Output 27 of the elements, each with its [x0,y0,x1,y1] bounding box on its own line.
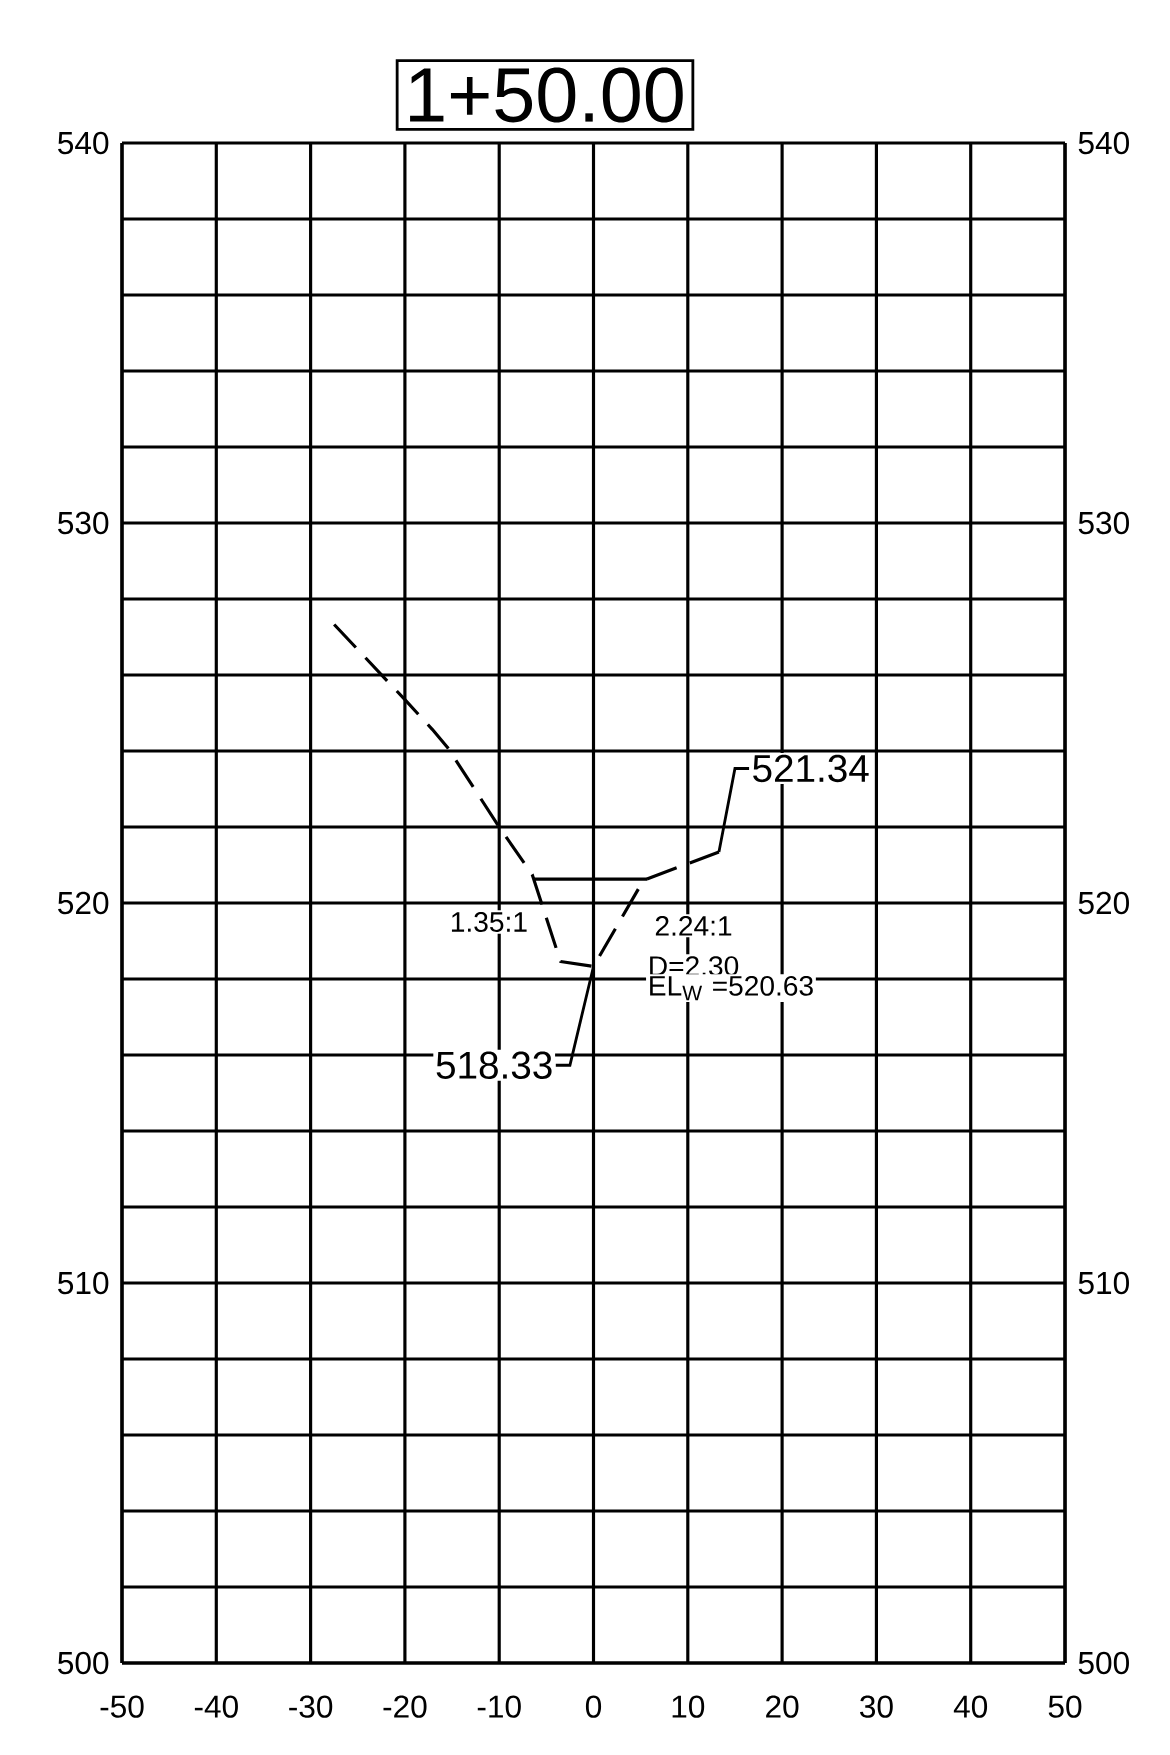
annotation: EL$_{W}$ =520.63 [650,975,813,1001]
x-tick-label: 0 [585,1695,602,1718]
annotation: 2.24:1 [655,915,732,936]
y-tick-label: 520 [58,891,109,915]
annotation: 1.35:1 [451,912,527,932]
x-tick-label: 10 [672,1695,705,1718]
y-tick-label: 500 [58,1651,109,1675]
y2-tick-label: 540 [1078,131,1129,155]
x-tick-label: -20 [383,1695,427,1718]
chart-title: 1+50.00 [410,67,683,123]
x-tick-label: 30 [860,1695,893,1718]
y2-tick-label: 530 [1078,511,1129,535]
x-tick-label: -30 [289,1695,333,1718]
annotation: 518.33 [436,1051,552,1079]
x-tick-label: -10 [477,1695,521,1718]
y-tick-label: 540 [58,131,109,155]
x-tick-label: -50 [100,1695,144,1718]
y-tick-label: 510 [58,1271,109,1295]
annotation: 521.34 [753,754,869,783]
x-tick-label: 50 [1048,1695,1082,1718]
x-tick-label: 20 [766,1695,799,1718]
y2-tick-label: 510 [1078,1271,1129,1295]
y-tick-label: 530 [58,511,109,535]
x-tick-label: 40 [953,1695,988,1718]
y2-tick-label: 500 [1078,1651,1129,1675]
y2-tick-label: 520 [1078,891,1129,915]
x-tick-label: -40 [194,1695,238,1718]
